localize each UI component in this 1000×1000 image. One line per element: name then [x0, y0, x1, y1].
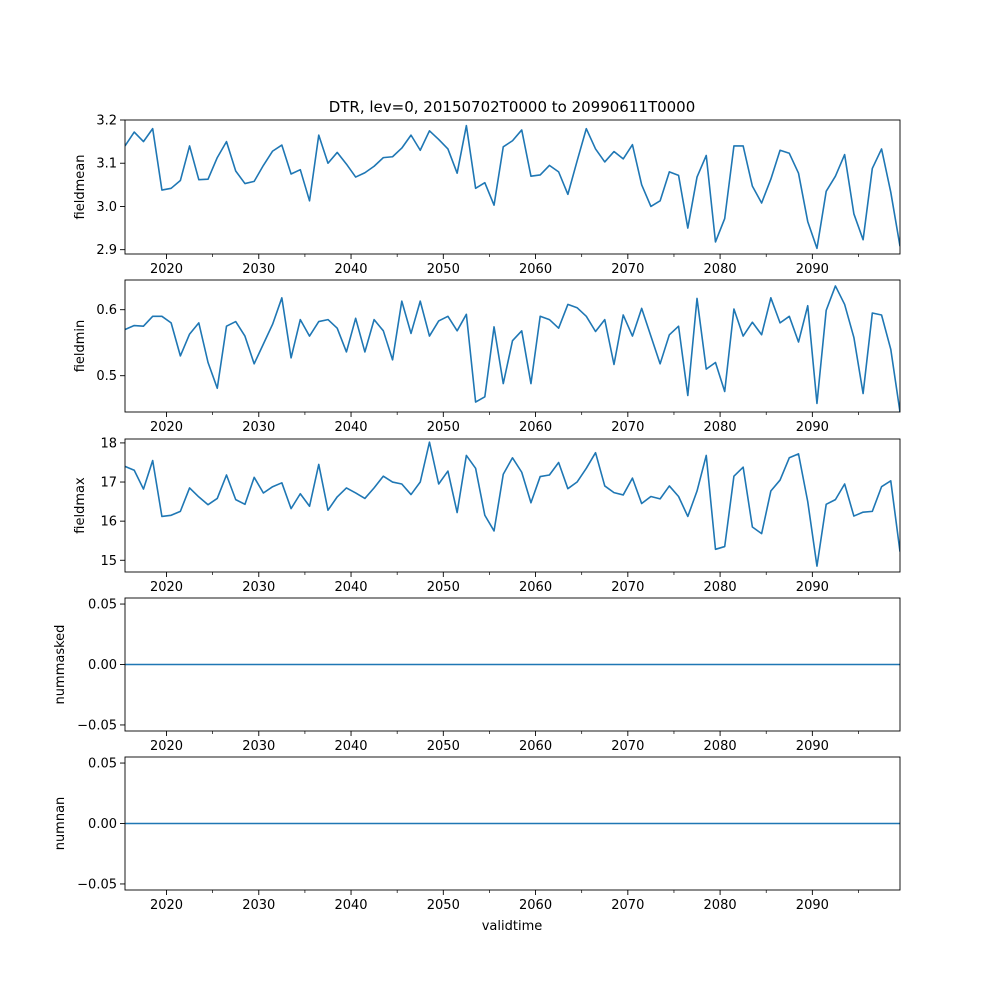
x-tick-label: 2070	[611, 262, 644, 277]
x-tick-label: 2030	[242, 262, 275, 277]
y-tick-label: 0.05	[88, 598, 117, 613]
x-tick-label: 2030	[242, 420, 275, 435]
y-axis-label: fieldmin	[73, 320, 88, 373]
x-tick-label: 2050	[427, 420, 460, 435]
y-tick-label: 15	[100, 554, 117, 569]
y-axis-label: fieldmean	[73, 155, 88, 220]
series-line-fieldmin	[125, 285, 900, 412]
x-tick-label: 2090	[796, 420, 829, 435]
x-tick-label: 2020	[150, 580, 183, 595]
x-tick-label: 2060	[519, 262, 552, 277]
y-tick-label: 18	[100, 436, 117, 451]
x-tick-label: 2070	[611, 739, 644, 754]
x-tick-label: 2070	[611, 580, 644, 595]
x-tick-label: 2080	[704, 580, 737, 595]
axes-frame	[124, 119, 901, 255]
x-tick-label: 2080	[704, 420, 737, 435]
x-tick-label: 2040	[334, 739, 367, 754]
y-tick-label: −0.05	[77, 718, 117, 733]
y-tick-label: 17	[100, 476, 117, 491]
y-tick-label: 0.5	[96, 369, 117, 384]
axes-frame	[124, 279, 901, 413]
x-tick-label: 2070	[611, 898, 644, 913]
x-tick-label: 2050	[427, 739, 460, 754]
y-tick-label: 0.00	[88, 817, 117, 832]
series-line-fieldmean	[125, 124, 900, 250]
x-tick-label: 2040	[334, 420, 367, 435]
x-tick-label: 2020	[150, 739, 183, 754]
series-line-fieldmax	[125, 441, 900, 567]
x-axis-label: validtime	[482, 919, 543, 934]
y-tick-label: 16	[100, 515, 117, 530]
x-tick-label: 2020	[150, 898, 183, 913]
chart-title: DTR, lev=0, 20150702T0000 to 20990611T00…	[329, 98, 696, 116]
panel-fieldmean: 2020 2030 2040 2050 2060 2070 2080 2090 2.9 3.0 3.…	[73, 114, 901, 277]
x-tick-label: 2080	[704, 898, 737, 913]
y-tick-label: −0.05	[77, 877, 117, 892]
x-tick-label: 2020	[150, 262, 183, 277]
x-tick-label: 2090	[796, 262, 829, 277]
x-tick-label: 2070	[611, 420, 644, 435]
x-tick-label: 2040	[334, 580, 367, 595]
x-tick-label: 2090	[796, 739, 829, 754]
y-tick-label: 0.6	[96, 303, 117, 318]
panel-fieldmax: 2020 2030 2040 2050 2060 2070 2080 2090 15 16 17 18…	[73, 436, 901, 595]
x-tick-label: 2050	[427, 898, 460, 913]
x-tick-label: 2060	[519, 739, 552, 754]
y-tick-label: 0.05	[88, 757, 117, 772]
x-tick-label: 2050	[427, 580, 460, 595]
y-tick-label: 3.1	[96, 157, 117, 172]
y-tick-label: 3.0	[96, 200, 117, 215]
x-tick-label: 2050	[427, 262, 460, 277]
x-tick-label: 2060	[519, 580, 552, 595]
y-axis-label: fieldmax	[73, 477, 88, 534]
panel-numnan: 2020 2030 2040 2050 2060 2070 2080 2090 −0.05 0.0…	[53, 757, 901, 913]
x-tick-label: 2030	[242, 898, 275, 913]
panel-nummasked: 2020 2030 2040 2050 2060 2070 2080 2090 −0.05 0.0…	[53, 598, 901, 754]
x-tick-label: 2040	[334, 898, 367, 913]
x-tick-label: 2080	[704, 262, 737, 277]
y-tick-label: 0.00	[88, 658, 117, 673]
y-tick-label: 3.2	[96, 114, 117, 129]
x-tick-label: 2030	[242, 739, 275, 754]
y-axis-label: numnan	[53, 797, 68, 851]
x-tick-label: 2030	[242, 580, 275, 595]
x-tick-label: 2040	[334, 262, 367, 277]
x-tick-label: 2090	[796, 898, 829, 913]
y-axis-label: nummasked	[53, 625, 68, 705]
panel-fieldmin: 2020 2030 2040 2050 2060 2070 2080 2090 0.5 0.6 fi…	[73, 279, 901, 435]
x-tick-label: 2060	[519, 898, 552, 913]
y-tick-label: 2.9	[96, 243, 117, 258]
x-tick-label: 2060	[519, 420, 552, 435]
axes-frame	[124, 438, 901, 573]
x-tick-label: 2090	[796, 580, 829, 595]
x-tick-label: 2020	[150, 420, 183, 435]
x-tick-label: 2080	[704, 739, 737, 754]
panels: 2020 2030 2040 2050 2060 2070 2080 2090 2.9 3.0 3.…	[53, 114, 901, 913]
